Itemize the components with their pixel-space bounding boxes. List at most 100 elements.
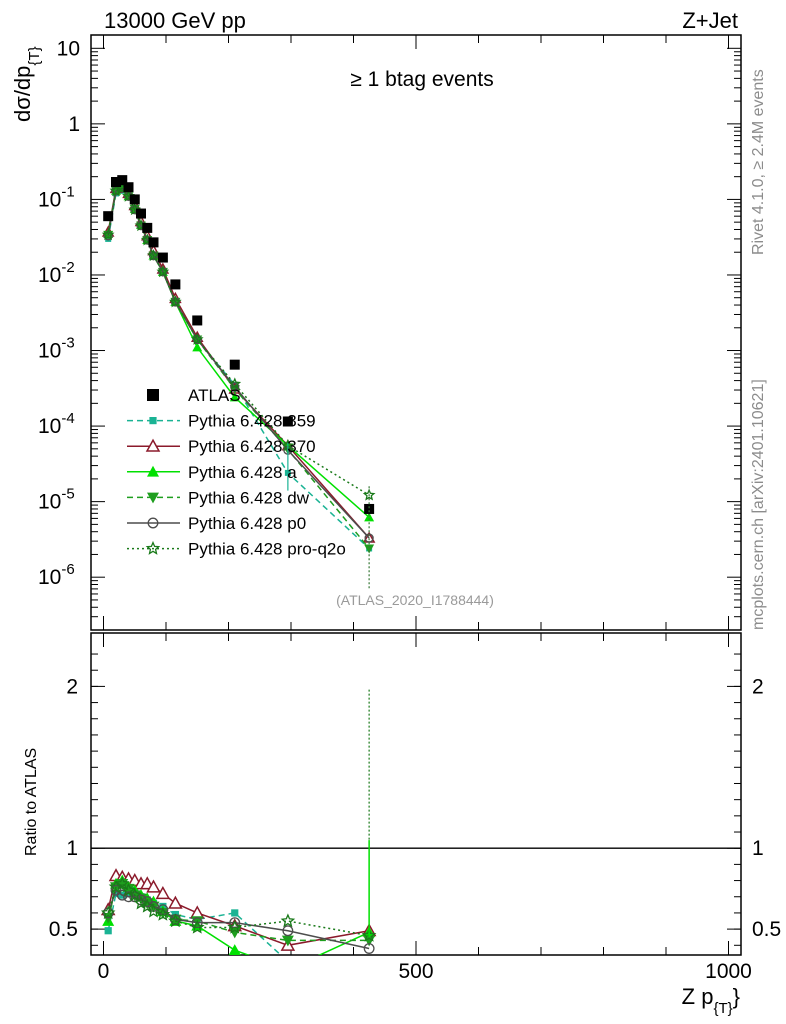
ratio-point-pq2o <box>108 879 124 894</box>
legend-entry: ATLAS <box>147 386 241 405</box>
ratio-y-tick-label: 1 <box>66 837 78 860</box>
legend-entry: Pythia 6.428 370 <box>127 437 316 456</box>
point-pa <box>192 342 203 352</box>
ratio-point-pa <box>228 944 241 955</box>
ratio-point-p370 <box>168 895 183 909</box>
ratio-point-pq2o <box>133 895 149 910</box>
point-pq2o <box>190 332 204 345</box>
point-atlas <box>103 211 114 222</box>
legend-label: Pythia 6.428 370 <box>188 437 316 456</box>
point-atlas <box>111 177 121 188</box>
point-pq2o <box>147 248 160 262</box>
ratio-panel-frame <box>90 632 742 956</box>
ratio-point-p370 <box>155 885 171 900</box>
ratio-point-pp0 <box>123 891 134 903</box>
legend-marker <box>145 438 161 452</box>
x-axis-title: Z p{T}} <box>682 984 740 1017</box>
ratio-point-pp0 <box>282 925 294 937</box>
ratio-point-pq2o <box>189 919 205 934</box>
ratio-point-pdw <box>281 935 294 947</box>
point-pp0 <box>230 382 240 392</box>
legend-marker <box>145 540 161 555</box>
ratio-y-tick-label-right: 1 <box>752 837 764 860</box>
legend-entry: Pythia 6.428 p0 <box>127 514 306 533</box>
point-atlas <box>192 315 203 326</box>
point-pq2o <box>101 228 115 241</box>
ratio-series-pp0 <box>102 884 375 954</box>
ratio-point-pq2o <box>280 913 296 928</box>
point-atlas <box>148 237 159 248</box>
main-series-layer <box>101 175 376 589</box>
legend: ATLAS Pythia 6.428 359 Pythia 6.428 370 Pyt… <box>127 386 346 559</box>
ratio-point-pdw <box>156 908 169 919</box>
ratio-y-axis-title: Ratio to ATLAS <box>23 748 40 856</box>
main-y-tick-label: 1 <box>68 113 80 136</box>
point-atlas <box>282 416 293 427</box>
main-y-tick-label: 10-6 <box>38 561 75 589</box>
point-pdw <box>364 544 375 554</box>
ratio-axis-ticks: 0.5 0.5 1 1 2 2 0 500 1000 <box>49 633 781 983</box>
selection-annotation: ≥ 1 btag events <box>350 68 493 91</box>
legend-marker <box>147 465 159 477</box>
legend-label: Pythia 6.428 a <box>188 463 297 482</box>
ratio-point-pp0 <box>363 943 375 954</box>
legend-label: Pythia 6.428 359 <box>188 412 316 431</box>
point-atlas <box>170 279 181 290</box>
point-pp0 <box>103 231 113 241</box>
legend-entry: Pythia 6.428 359 <box>127 412 316 431</box>
point-atlas <box>142 222 153 233</box>
main-y-tick-label: 10-3 <box>38 335 75 363</box>
collision-title: 13000 GeV pp <box>104 8 246 33</box>
ratio-point-p359 <box>104 927 112 935</box>
legend-entry: Pythia 6.428 pro-q2o <box>127 540 346 559</box>
ratio-point-pp0 <box>116 889 128 901</box>
main-y-tick-label: 10-5 <box>38 486 75 514</box>
ratio-point-pq2o <box>100 905 116 920</box>
legend-label: Pythia 6.428 dw <box>188 488 310 507</box>
ratio-y-tick-label-right: 2 <box>752 675 764 698</box>
point-pq2o <box>156 265 170 278</box>
main-y-tick-label: 10-4 <box>38 410 75 438</box>
series-atlas <box>103 175 375 514</box>
legend-marker <box>147 492 159 504</box>
legend-label: Pythia 6.428 p0 <box>188 514 306 533</box>
ratio-point-p370 <box>146 879 161 893</box>
point-pa <box>364 512 375 522</box>
mcplots-label: mcplots.cern.ch [arXiv:2401.10621] <box>750 379 767 630</box>
point-pq2o <box>128 203 142 216</box>
ratio-series-p370 <box>100 868 377 951</box>
point-atlas <box>157 252 168 263</box>
main-y-tick-label: 10-1 <box>38 183 75 211</box>
ratio-line-pq2o <box>107 882 370 937</box>
main-axis-ticks: 10 1 10-1 10-2 10-3 10-4 10-5 10-6 <box>38 35 741 630</box>
point-atlas <box>129 194 140 205</box>
rivet-label: Rivet 4.1.0, ≥ 2.4M events <box>750 69 767 255</box>
ratio-point-pq2o <box>114 876 130 891</box>
ratio-point-p359 <box>112 889 120 898</box>
ratio-point-pq2o <box>155 906 171 921</box>
legend-marker <box>149 417 157 425</box>
legend-entry: Pythia 6.428 dw <box>127 488 310 507</box>
x-tick-label: 500 <box>398 960 433 983</box>
analysis-id: (ATLAS_2020_I1788444) <box>336 592 494 608</box>
point-pa <box>229 392 240 402</box>
ratio-point-pq2o <box>127 887 143 902</box>
ratio-series-layer <box>100 689 377 955</box>
ratio-y-tick-label: 2 <box>66 675 78 698</box>
ratio-point-pq2o <box>361 927 377 942</box>
main-y-tick-label: 10-2 <box>38 259 75 287</box>
point-atlas <box>123 182 134 193</box>
series-line-pp0 <box>107 187 370 539</box>
ratio-y-tick-label-right: 0.5 <box>752 918 781 941</box>
point-pq2o <box>168 295 182 308</box>
legend-marker <box>147 389 159 401</box>
point-pp0 <box>364 533 374 543</box>
ratio-point-p370 <box>189 905 205 919</box>
process-title: Z+Jet <box>682 8 738 33</box>
ratio-point-p359 <box>231 909 239 917</box>
x-tick-label: 0 <box>98 960 110 983</box>
point-pq2o <box>362 488 376 501</box>
point-pq2o <box>228 377 242 390</box>
ratio-point-pp0 <box>191 917 203 929</box>
